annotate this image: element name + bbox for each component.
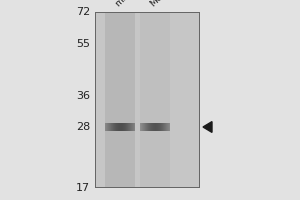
Text: 36: 36 — [76, 91, 90, 101]
Text: 55: 55 — [76, 39, 90, 49]
Text: MCF-7: MCF-7 — [148, 0, 175, 8]
Polygon shape — [203, 122, 212, 132]
Text: m.brain: m.brain — [114, 0, 145, 8]
Text: 72: 72 — [76, 7, 90, 17]
Text: 17: 17 — [76, 183, 90, 193]
Text: 28: 28 — [76, 122, 90, 132]
